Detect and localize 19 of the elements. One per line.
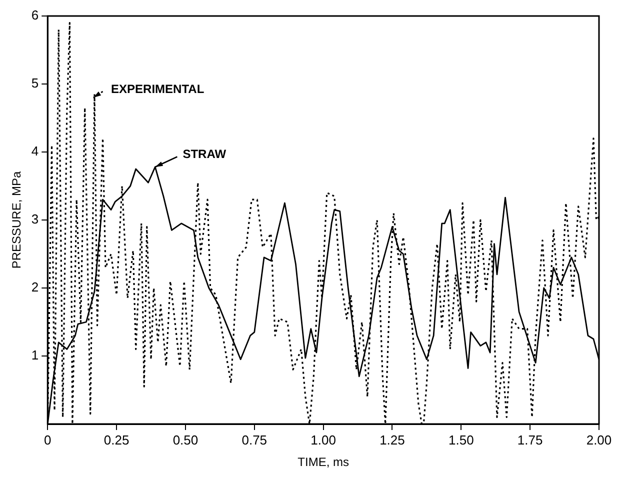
x-tick-label: 0.50 [172, 432, 198, 448]
x-tick-label: 0 [44, 432, 52, 448]
legend-label: EXPERIMENTAL [111, 82, 204, 96]
x-tick-label: 1.75 [517, 432, 543, 448]
y-tick-label: 3 [31, 212, 39, 227]
x-tick-label: 1.00 [310, 432, 336, 448]
y-tick-label: 4 [31, 144, 39, 159]
x-tick-label: 0.75 [242, 432, 268, 448]
x-tick-label: 1.50 [448, 432, 474, 448]
y-tick-label: 2 [31, 280, 39, 295]
legend-label: STRAW [182, 147, 227, 162]
y-tick-label: 6 [31, 8, 39, 23]
x-tick-label: 0.25 [104, 432, 130, 448]
y-tick-label: 1 [31, 348, 39, 363]
y-axis-title: PRESSURE, MPa [10, 170, 24, 269]
x-tick-label: 1.25 [380, 432, 405, 448]
x-tick-label: 2.00 [586, 432, 612, 448]
x-axis-title: TIME, ms [298, 455, 349, 470]
y-tick-label: 5 [31, 76, 39, 91]
